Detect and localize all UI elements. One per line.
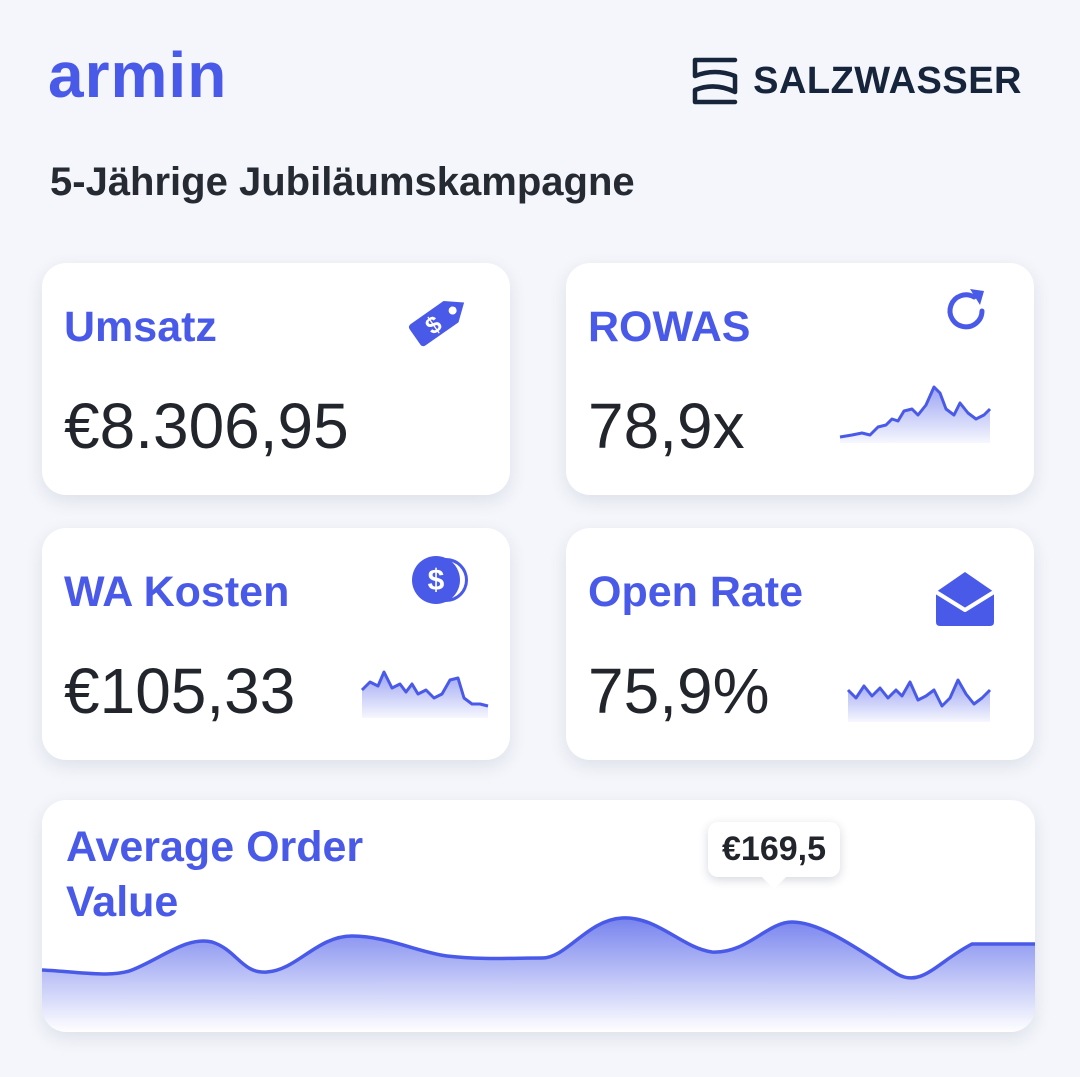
salzwasser-brand: SALZWASSER: [691, 52, 1022, 110]
card-label: Umsatz: [64, 303, 217, 351]
price-tag-dollar-icon: $: [408, 301, 465, 347]
svg-text:$: $: [428, 564, 445, 597]
aov-label: Average Order Value: [66, 820, 363, 930]
coins-dollar-icon: $: [412, 556, 468, 604]
brand-name: SALZWASSER: [753, 59, 1022, 102]
card-value: €105,33: [64, 655, 296, 727]
salzwasser-logo-icon: [692, 57, 738, 105]
aov-label-line1: Average Order: [66, 823, 364, 871]
rowas-card: ROWAS 78,9x: [566, 263, 1034, 495]
aov-label-line2: Value: [66, 878, 179, 926]
wa-kosten-card: WA Kosten €105,33 $: [42, 528, 510, 760]
card-value: 75,9%: [588, 655, 770, 727]
card-label: ROWAS: [588, 303, 751, 351]
armin-logo: armin: [48, 39, 228, 111]
aov-tooltip: €169,5: [708, 822, 840, 877]
wa-kosten-sparkline: [360, 670, 489, 718]
open-rate-card: Open Rate 75,9%: [566, 528, 1034, 760]
aov-card: Average Order Value €169,5: [42, 800, 1035, 1032]
open-envelope-icon: [934, 572, 996, 626]
open-rate-sparkline: [846, 678, 992, 722]
page-title: 5-Jährige Jubiläumskampagne: [50, 160, 635, 204]
umsatz-card: Umsatz €8.306,95 $: [42, 263, 510, 495]
refresh-icon: [947, 289, 985, 330]
card-value: €8.306,95: [64, 390, 349, 462]
aov-chart: [42, 916, 1035, 1032]
card-label: Open Rate: [588, 568, 804, 616]
card-label: WA Kosten: [64, 568, 290, 616]
card-value: 78,9x: [588, 390, 745, 462]
rowas-sparkline: [839, 385, 992, 443]
